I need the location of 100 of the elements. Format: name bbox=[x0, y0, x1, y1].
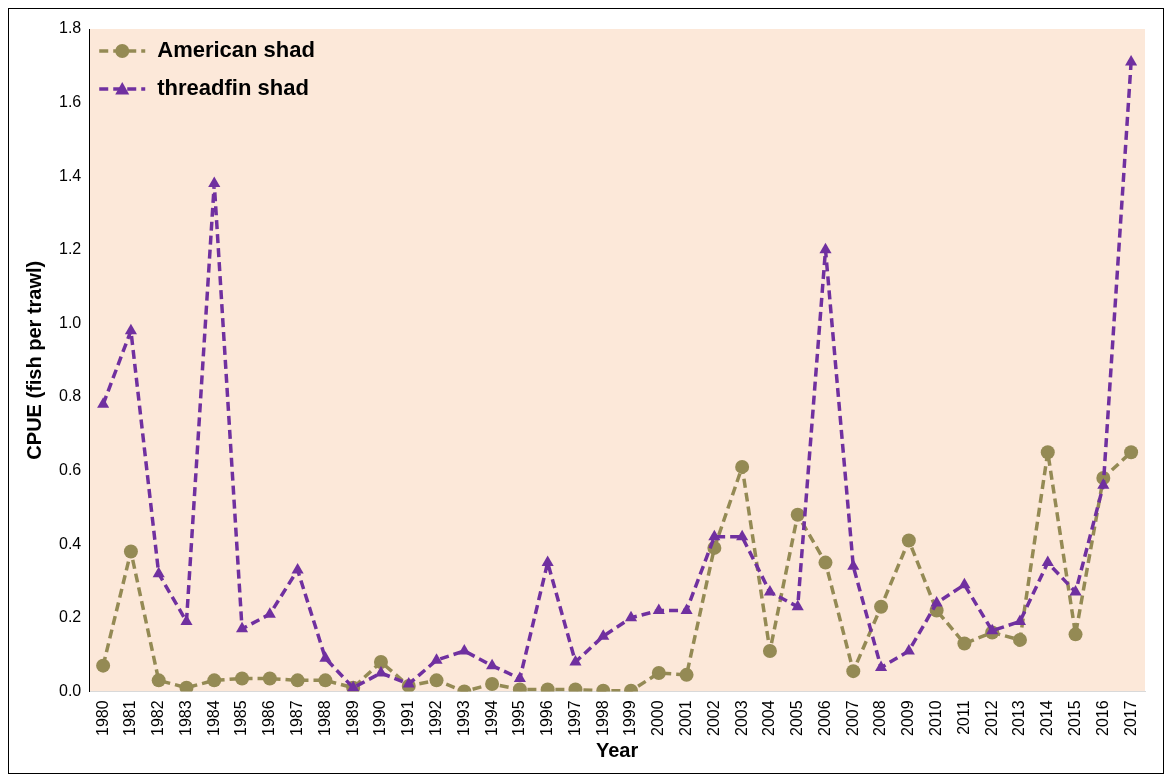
x-tick-label: 2004 bbox=[760, 700, 778, 736]
x-tick-label: 1987 bbox=[288, 700, 306, 736]
y-tick-label: 0.8 bbox=[58, 387, 82, 405]
point bbox=[569, 654, 582, 666]
x-tick-label: 1984 bbox=[204, 700, 222, 736]
point bbox=[790, 507, 805, 522]
x-tick-label: 1985 bbox=[232, 700, 250, 736]
point bbox=[791, 599, 804, 611]
x-tick-label: 2009 bbox=[899, 700, 917, 736]
x-tick-label: 2016 bbox=[1093, 700, 1111, 736]
point bbox=[819, 242, 832, 254]
x-tick-label: 1991 bbox=[399, 700, 417, 736]
x-tick-label: 1986 bbox=[260, 700, 278, 736]
point bbox=[179, 680, 194, 692]
y-axis-title: CPUE (fish per trawl) bbox=[22, 260, 45, 460]
point bbox=[97, 397, 110, 408]
point bbox=[736, 529, 749, 541]
point bbox=[597, 629, 610, 640]
point bbox=[708, 529, 721, 541]
point bbox=[430, 653, 443, 664]
y-tick-label: 0.4 bbox=[58, 534, 82, 552]
point bbox=[763, 585, 776, 596]
legend-label: American shad bbox=[157, 37, 315, 63]
x-tick-label: 2002 bbox=[704, 700, 722, 736]
point bbox=[986, 623, 999, 635]
point bbox=[957, 636, 972, 651]
x-tick-label: 2003 bbox=[732, 700, 750, 736]
y-tick-label: 1.4 bbox=[58, 166, 82, 184]
point bbox=[262, 671, 277, 686]
point bbox=[1125, 55, 1138, 66]
point bbox=[624, 610, 638, 622]
x-tick-label: 1993 bbox=[454, 700, 472, 736]
x-tick-label: 1994 bbox=[482, 700, 500, 736]
point bbox=[485, 677, 500, 692]
point bbox=[901, 533, 916, 548]
x-tick-label: 2017 bbox=[1121, 700, 1139, 736]
y-tick-label: 0.2 bbox=[58, 608, 82, 626]
x-tick-label: 1981 bbox=[121, 700, 139, 736]
point bbox=[1069, 585, 1082, 596]
point bbox=[208, 176, 221, 188]
x-tick-label: 1983 bbox=[176, 700, 194, 736]
point bbox=[151, 673, 166, 688]
point bbox=[152, 566, 165, 578]
x-tick-label: 1992 bbox=[426, 700, 444, 736]
point bbox=[373, 654, 388, 669]
point bbox=[958, 577, 971, 589]
point bbox=[374, 666, 388, 677]
x-tick-label: 2001 bbox=[676, 700, 694, 736]
point bbox=[291, 562, 304, 574]
x-tick-label: 1997 bbox=[565, 700, 583, 736]
x-tick-label: 1998 bbox=[593, 700, 611, 736]
point bbox=[96, 658, 111, 673]
y-tick-label: 0.0 bbox=[58, 681, 82, 699]
x-tick-label: 1980 bbox=[93, 700, 111, 736]
point bbox=[762, 643, 777, 658]
point bbox=[1013, 614, 1027, 625]
point bbox=[318, 673, 333, 688]
point bbox=[1040, 445, 1055, 460]
point bbox=[235, 621, 249, 633]
x-tick-label: 2007 bbox=[843, 700, 861, 736]
x-tick-label: 1990 bbox=[371, 700, 389, 736]
x-tick-label: 2012 bbox=[982, 700, 1000, 736]
point bbox=[1041, 555, 1054, 567]
x-tick-label: 2005 bbox=[788, 700, 806, 736]
point bbox=[846, 664, 861, 679]
point bbox=[1012, 632, 1027, 647]
point bbox=[123, 544, 138, 559]
x-tick-label: 2010 bbox=[927, 700, 945, 736]
x-tick-label: 2011 bbox=[954, 700, 972, 735]
point bbox=[541, 555, 554, 567]
x-tick-label: 2015 bbox=[1065, 700, 1083, 736]
y-tick-label: 1.0 bbox=[58, 313, 82, 331]
x-tick-label: 1999 bbox=[621, 700, 639, 736]
point bbox=[680, 603, 693, 614]
y-tick-label: 1.6 bbox=[58, 93, 82, 111]
legend-label: threadfin shad bbox=[157, 75, 309, 101]
point bbox=[874, 599, 889, 614]
x-tick-label: 2013 bbox=[1010, 700, 1028, 736]
x-axis-title: Year bbox=[595, 738, 639, 761]
point bbox=[235, 671, 250, 686]
y-tick-label: 0.6 bbox=[58, 461, 82, 479]
point bbox=[875, 660, 888, 671]
x-tick-label: 1989 bbox=[343, 700, 361, 736]
point bbox=[679, 667, 694, 682]
point bbox=[1097, 478, 1110, 489]
point bbox=[1068, 627, 1083, 642]
point bbox=[930, 596, 943, 607]
point bbox=[290, 673, 305, 688]
point bbox=[652, 603, 665, 614]
point bbox=[319, 651, 332, 662]
point bbox=[263, 607, 276, 618]
x-tick-label: 1996 bbox=[538, 700, 556, 736]
point bbox=[847, 559, 860, 570]
x-tick-label: 1982 bbox=[149, 700, 167, 736]
point bbox=[818, 555, 833, 570]
x-tick-label: 2008 bbox=[871, 700, 889, 736]
point bbox=[124, 323, 137, 335]
point bbox=[651, 666, 666, 681]
y-tick-label: 1.2 bbox=[58, 240, 82, 258]
point bbox=[1124, 445, 1139, 460]
